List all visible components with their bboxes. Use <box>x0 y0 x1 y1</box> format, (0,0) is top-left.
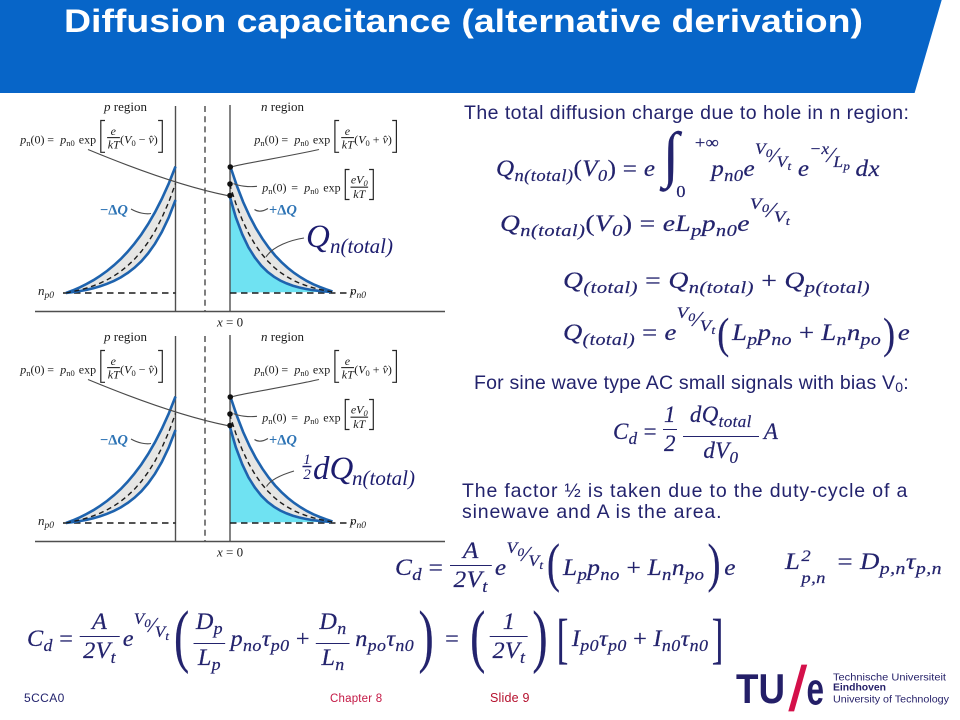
svg-text:x = 0: x = 0 <box>216 315 243 330</box>
svg-text:TU: TU <box>736 665 785 712</box>
svg-text:e: e <box>807 663 825 714</box>
svg-text:exp: exp <box>313 362 330 376</box>
svg-text:pn0: pn0 <box>293 362 309 378</box>
svg-text:kT: kT <box>353 187 366 201</box>
svg-text:kT: kT <box>353 417 366 431</box>
svg-text:(V0 − v̂): (V0 − v̂) <box>120 132 158 148</box>
svg-text:kT: kT <box>342 367 355 381</box>
svg-text:2: 2 <box>303 467 311 483</box>
svg-text:pn0: pn0 <box>349 513 366 531</box>
svg-text:pn0: pn0 <box>303 180 319 196</box>
svg-text:pn0: pn0 <box>293 132 309 148</box>
svg-text:−ΔQ: −ΔQ <box>100 203 128 219</box>
svg-text:x = 0: x = 0 <box>216 545 243 560</box>
svg-text:pn(0): pn(0) <box>19 362 44 378</box>
svg-text:=: = <box>47 132 54 146</box>
svg-text:n region: n region <box>261 329 304 344</box>
svg-text:p region: p region <box>103 329 147 344</box>
svg-text:n region: n region <box>261 99 304 114</box>
svg-text:e: e <box>345 354 351 368</box>
svg-text:pn(0): pn(0) <box>261 180 286 196</box>
svg-text:np0: np0 <box>38 513 54 531</box>
svg-text:np0: np0 <box>38 283 54 301</box>
svg-text:Eindhoven: Eindhoven <box>833 682 886 693</box>
svg-text:exp: exp <box>79 362 96 376</box>
svg-text:−ΔQ: −ΔQ <box>100 433 128 449</box>
svg-text:pn(0): pn(0) <box>261 410 286 426</box>
svg-text:1: 1 <box>303 452 311 468</box>
svg-text:kT: kT <box>342 137 355 151</box>
svg-text:pn(0): pn(0) <box>19 132 44 148</box>
svg-text:+ΔQ: +ΔQ <box>269 203 297 219</box>
svg-text:exp: exp <box>79 132 96 146</box>
svg-text:n(total): n(total) <box>330 234 393 258</box>
svg-text:Q: Q <box>306 219 330 255</box>
svg-text:eV0: eV0 <box>351 402 369 418</box>
svg-text:(V0 − v̂): (V0 − v̂) <box>120 362 158 378</box>
svg-text:(V0 + v̂): (V0 + v̂) <box>354 132 392 148</box>
svg-text:=: = <box>281 362 288 376</box>
svg-text:pn(0): pn(0) <box>253 362 278 378</box>
svg-text:e: e <box>111 354 117 368</box>
svg-text:pn(0): pn(0) <box>253 132 278 148</box>
svg-text:eV0: eV0 <box>351 172 369 188</box>
svg-text:University of Technology: University of Technology <box>833 695 949 706</box>
svg-text:pn0: pn0 <box>59 362 75 378</box>
svg-text:exp: exp <box>323 180 340 194</box>
svg-text:=: = <box>291 180 298 194</box>
svg-text:n(total): n(total) <box>352 466 415 490</box>
svg-text:dQ: dQ <box>313 451 354 487</box>
svg-text:e: e <box>111 124 117 138</box>
svg-text:=: = <box>291 410 298 424</box>
svg-text:pn0: pn0 <box>349 283 366 301</box>
svg-text:p region: p region <box>103 99 147 114</box>
svg-text:(V0 + v̂): (V0 + v̂) <box>354 362 392 378</box>
svg-text:e: e <box>345 124 351 138</box>
svg-text:Technische Universiteit: Technische Universiteit <box>833 673 946 684</box>
svg-text:pn0: pn0 <box>303 410 319 426</box>
svg-text:kT: kT <box>108 137 121 151</box>
svg-text:+ΔQ: +ΔQ <box>269 433 297 449</box>
svg-text:exp: exp <box>323 410 340 424</box>
svg-text:kT: kT <box>108 367 121 381</box>
svg-text:exp: exp <box>313 132 330 146</box>
svg-text:=: = <box>47 362 54 376</box>
svg-text:pn0: pn0 <box>59 132 75 148</box>
svg-text:=: = <box>281 132 288 146</box>
